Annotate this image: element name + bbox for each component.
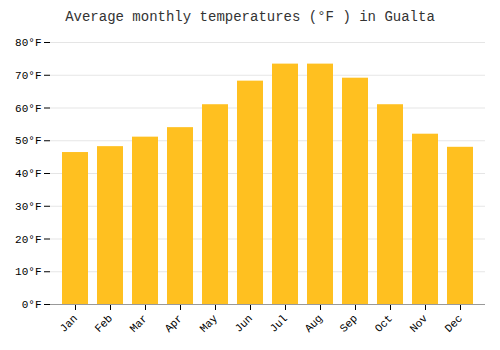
svg-text:60°F: 60°F [15, 103, 41, 115]
svg-text:Mar: Mar [128, 312, 150, 334]
svg-text:Dec: Dec [443, 312, 465, 334]
svg-text:30°F: 30°F [15, 201, 41, 213]
svg-text:Nov: Nov [408, 312, 431, 335]
svg-text:Aug: Aug [303, 312, 325, 334]
html-text:Average monthly temperatures (: Average monthly temperatures (°F ) in Gu… [65, 9, 435, 25]
svg-text:Jun: Jun [233, 312, 255, 334]
svg-text:40°F: 40°F [15, 168, 41, 180]
svg-text:70°F: 70°F [15, 70, 41, 82]
svg-text:0°F: 0°F [22, 299, 42, 311]
svg-text:May: May [198, 312, 221, 335]
svg-text:50°F: 50°F [15, 135, 41, 147]
svg-text:Feb: Feb [93, 312, 115, 334]
svg-text:80°F: 80°F [15, 37, 41, 49]
svg-text:20°F: 20°F [15, 234, 41, 246]
svg-text:Jan: Jan [58, 312, 80, 334]
svg-text:Apr: Apr [163, 312, 185, 334]
svg-text:Oct: Oct [373, 312, 395, 334]
svg-text:10°F: 10°F [15, 266, 41, 278]
svg-text:Jul: Jul [268, 312, 290, 334]
svg-text:Sep: Sep [338, 312, 360, 334]
